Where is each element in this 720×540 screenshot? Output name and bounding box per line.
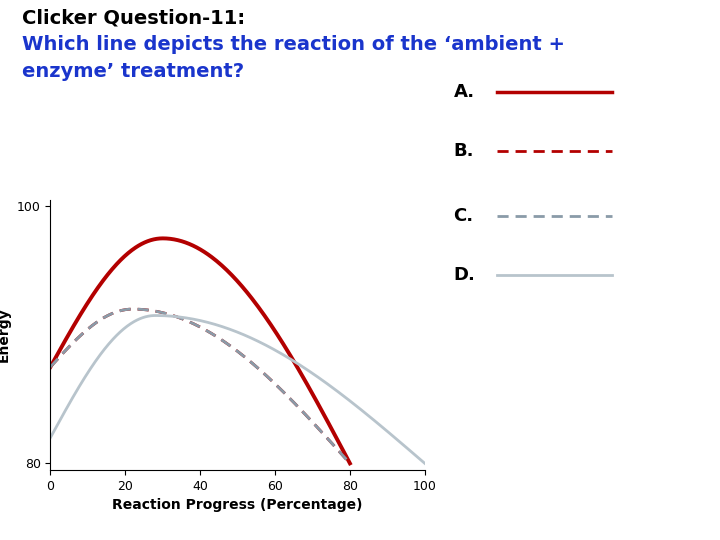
X-axis label: Reaction Progress (Percentage): Reaction Progress (Percentage) — [112, 498, 363, 512]
Text: enzyme’ treatment?: enzyme’ treatment? — [22, 62, 244, 81]
Text: Which line depicts the reaction of the ‘ambient +: Which line depicts the reaction of the ‘… — [22, 35, 564, 54]
Y-axis label: Energy: Energy — [0, 307, 12, 362]
Text: D.: D. — [454, 266, 475, 285]
Text: Clicker Question-11:: Clicker Question-11: — [22, 8, 245, 27]
Text: B.: B. — [454, 142, 474, 160]
Text: C.: C. — [454, 207, 474, 225]
Text: A.: A. — [454, 83, 474, 101]
